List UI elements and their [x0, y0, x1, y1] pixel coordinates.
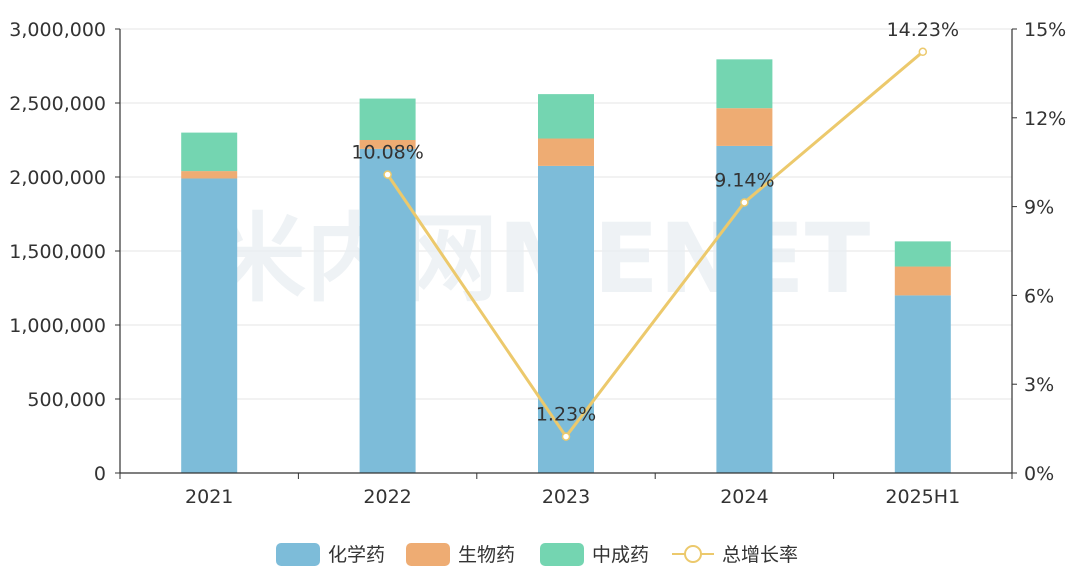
y-left-tick-label: 1,000,000: [9, 315, 106, 337]
bar-2023-0: [538, 165, 594, 473]
y-left-tick-label: 1,500,000: [9, 241, 106, 263]
y-left-tick-label: 0: [94, 463, 106, 485]
growth-line: [386, 50, 924, 439]
x-tick-label: 2021: [185, 486, 233, 508]
bar-2021-1: [181, 171, 238, 179]
growth-data-label: 14.23%: [887, 19, 959, 41]
bar-2024-0: [716, 145, 773, 474]
y-left-tick-label: 2,000,000: [9, 167, 106, 189]
legend-中成药-swatch: [540, 543, 584, 566]
y-right-tick-label: 3%: [1024, 374, 1054, 396]
bar-2023-2: [538, 94, 594, 139]
legend-化学药-swatch: [276, 543, 320, 566]
bar-2022-2: [359, 98, 416, 140]
bar-2025H1-2: [894, 241, 951, 267]
y-left-tick-label: 3,000,000: [9, 19, 106, 41]
legend-化学药-label: 化学药: [328, 544, 385, 566]
x-tick-label: 2023: [542, 486, 590, 508]
x-tick-label: 2025H1: [885, 486, 960, 508]
axes-layer: 0 500,000 1,000,000 1,500,000 2,000,000 2,500…: [9, 19, 1066, 508]
x-tick-label: 2024: [720, 486, 768, 508]
bar-2025H1-0: [894, 295, 951, 473]
legend-总增长率-marker: [684, 545, 702, 563]
legend: 化学药 生物药 中成药 总增长率: [276, 543, 798, 566]
legend-生物药-label: 生物药: [458, 544, 515, 566]
legend-生物药-swatch: [406, 543, 450, 566]
growth-data-label: 1.23%: [536, 404, 596, 426]
growth-data-label: 10.08%: [351, 142, 423, 164]
growth-point: [740, 198, 749, 207]
growth-point: [383, 170, 392, 179]
legend-总增长率-label: 总增长率: [722, 544, 798, 566]
bar-2023-1: [538, 138, 594, 166]
line-layer: 10.08% 1.23% 9.14% 14.23%: [351, 19, 959, 441]
y-right-tick-label: 6%: [1024, 285, 1054, 307]
bar-2022-0: [359, 148, 416, 473]
bar-2021-2: [181, 132, 238, 172]
growth-point: [561, 432, 571, 441]
growth-data-label: 9.14%: [714, 169, 774, 191]
legend-中成药-label: 中成药: [592, 544, 649, 566]
bar-2025H1-1: [894, 266, 951, 296]
bar-2021-0: [181, 178, 238, 474]
bar-2022-1: [359, 140, 416, 149]
y-left-tick-label: 500,000: [27, 389, 106, 411]
y-right-tick-label: 0%: [1024, 463, 1054, 485]
y-right-tick-label: 12%: [1024, 108, 1066, 130]
bar-2024-2: [716, 59, 773, 109]
y-right-tick-label: 15%: [1024, 19, 1066, 41]
x-tick-label: 2022: [363, 486, 411, 508]
y-right-tick-label: 9%: [1024, 197, 1054, 219]
y-left-tick-label: 2,500,000: [9, 93, 106, 115]
growth-point: [918, 47, 928, 57]
bar-2024-1: [716, 108, 773, 146]
